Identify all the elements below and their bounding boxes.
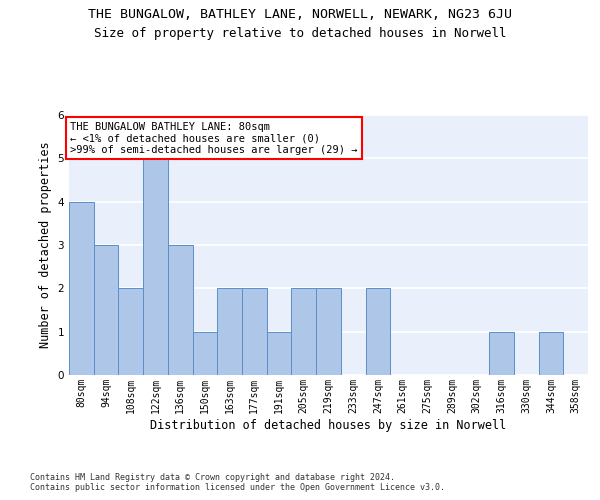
- Bar: [316, 288, 341, 375]
- Y-axis label: Number of detached properties: Number of detached properties: [39, 142, 52, 348]
- Bar: [94, 245, 118, 375]
- X-axis label: Distribution of detached houses by size in Norwell: Distribution of detached houses by size …: [151, 418, 506, 432]
- Bar: [365, 288, 390, 375]
- Bar: [242, 288, 267, 375]
- Bar: [292, 288, 316, 375]
- Bar: [143, 158, 168, 375]
- Bar: [267, 332, 292, 375]
- Text: THE BUNGALOW BATHLEY LANE: 80sqm
← <1% of detached houses are smaller (0)
>99% o: THE BUNGALOW BATHLEY LANE: 80sqm ← <1% o…: [70, 122, 358, 154]
- Text: THE BUNGALOW, BATHLEY LANE, NORWELL, NEWARK, NG23 6JU: THE BUNGALOW, BATHLEY LANE, NORWELL, NEW…: [88, 8, 512, 20]
- Bar: [118, 288, 143, 375]
- Text: Size of property relative to detached houses in Norwell: Size of property relative to detached ho…: [94, 28, 506, 40]
- Bar: [539, 332, 563, 375]
- Bar: [69, 202, 94, 375]
- Bar: [217, 288, 242, 375]
- Text: Contains HM Land Registry data © Crown copyright and database right 2024.
Contai: Contains HM Land Registry data © Crown c…: [30, 472, 445, 492]
- Bar: [168, 245, 193, 375]
- Bar: [193, 332, 217, 375]
- Bar: [489, 332, 514, 375]
